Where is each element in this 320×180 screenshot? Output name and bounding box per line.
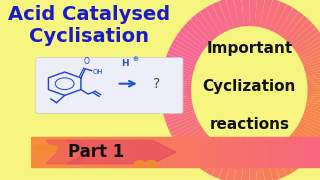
Circle shape (134, 161, 145, 167)
Bar (262, 137, 268, 167)
Text: Part 1: Part 1 (68, 143, 124, 161)
FancyBboxPatch shape (36, 58, 183, 113)
Bar (156, 137, 162, 167)
Bar (104, 137, 109, 167)
Circle shape (46, 145, 57, 152)
Text: H: H (121, 58, 129, 68)
Bar (80, 137, 85, 167)
Bar (209, 137, 215, 167)
Bar (171, 137, 176, 167)
Bar (315, 137, 320, 167)
Bar (277, 137, 282, 167)
Bar (228, 137, 234, 167)
Bar (219, 137, 224, 167)
Bar (41, 137, 46, 167)
Bar (118, 137, 124, 167)
Bar (204, 137, 210, 167)
Text: ?: ? (153, 77, 161, 91)
Bar (147, 137, 152, 167)
Bar (161, 137, 167, 167)
Text: ⊕: ⊕ (132, 56, 138, 62)
Bar (51, 137, 56, 167)
Text: O: O (84, 57, 89, 66)
Bar (310, 137, 316, 167)
Bar (89, 137, 94, 167)
Bar (282, 137, 287, 167)
Text: reactions: reactions (209, 117, 289, 132)
Text: Important: Important (206, 41, 292, 56)
Bar (306, 137, 311, 167)
Bar (108, 137, 114, 167)
Bar (75, 137, 80, 167)
Bar (94, 137, 100, 167)
Bar (253, 137, 258, 167)
Bar (31, 137, 37, 167)
Ellipse shape (193, 29, 306, 151)
Bar (84, 137, 90, 167)
Bar (301, 137, 306, 167)
Bar (99, 137, 104, 167)
Circle shape (146, 161, 156, 167)
Bar (128, 137, 133, 167)
Bar (296, 137, 301, 167)
Bar (55, 137, 61, 167)
Bar (272, 137, 277, 167)
Bar (248, 137, 253, 167)
Bar (113, 137, 119, 167)
Bar (70, 137, 75, 167)
Bar (233, 137, 239, 167)
Bar (267, 137, 273, 167)
Bar (258, 137, 263, 167)
Bar (224, 137, 229, 167)
Bar (214, 137, 220, 167)
Text: OH: OH (92, 69, 103, 75)
Text: Acid Catalysed
Cyclisation: Acid Catalysed Cyclisation (8, 5, 170, 46)
Bar (200, 137, 205, 167)
Bar (176, 137, 181, 167)
Bar (137, 137, 143, 167)
Bar (60, 137, 66, 167)
Bar (185, 137, 191, 167)
Bar (286, 137, 292, 167)
Bar (123, 137, 128, 167)
Polygon shape (46, 140, 89, 164)
Bar (46, 137, 51, 167)
Bar (238, 137, 244, 167)
Circle shape (35, 145, 45, 152)
Bar (132, 137, 138, 167)
Bar (166, 137, 172, 167)
Text: Cyclization: Cyclization (203, 79, 296, 94)
Bar (180, 137, 186, 167)
Bar (65, 137, 70, 167)
Bar (243, 137, 248, 167)
Polygon shape (66, 140, 176, 164)
Bar (152, 137, 157, 167)
Bar (142, 137, 148, 167)
Bar (291, 137, 297, 167)
Bar (190, 137, 196, 167)
Bar (36, 137, 42, 167)
Bar (195, 137, 200, 167)
